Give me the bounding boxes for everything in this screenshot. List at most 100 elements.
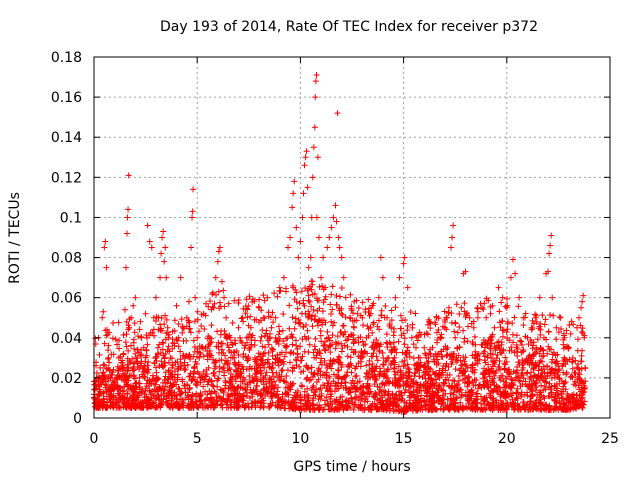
data-point — [410, 341, 417, 348]
data-point — [374, 406, 381, 413]
data-point — [391, 325, 398, 332]
data-point — [119, 365, 126, 372]
data-point — [483, 295, 490, 302]
data-point — [192, 358, 199, 365]
data-point — [544, 363, 551, 370]
data-point — [464, 338, 471, 345]
data-point — [190, 370, 197, 377]
data-point — [545, 268, 552, 275]
data-point — [287, 234, 294, 241]
data-point — [426, 383, 433, 390]
data-point — [296, 300, 303, 307]
data-point — [122, 339, 129, 346]
data-point — [120, 372, 127, 379]
data-point — [136, 365, 143, 372]
data-point — [239, 397, 246, 404]
data-point — [551, 349, 558, 356]
data-point — [377, 254, 384, 261]
data-point — [309, 174, 316, 181]
data-point — [537, 331, 544, 338]
data-point — [567, 399, 574, 406]
data-point — [206, 298, 213, 305]
data-point — [289, 398, 296, 405]
data-point — [536, 294, 543, 301]
data-point — [522, 406, 529, 413]
data-point — [367, 310, 374, 317]
data-point — [187, 329, 194, 336]
data-point — [285, 391, 292, 398]
data-point — [193, 380, 200, 387]
data-point — [402, 317, 409, 324]
data-point — [177, 390, 184, 397]
data-point — [389, 403, 396, 410]
data-point — [342, 379, 349, 386]
data-point — [408, 334, 415, 341]
data-point — [209, 382, 216, 389]
data-point — [182, 394, 189, 401]
data-point — [291, 365, 298, 372]
data-point — [161, 390, 168, 397]
data-point — [303, 336, 310, 343]
data-point — [282, 384, 289, 391]
data-point — [100, 390, 107, 397]
data-point — [154, 386, 161, 393]
data-point — [304, 385, 311, 392]
data-point — [316, 347, 323, 354]
data-point — [488, 340, 495, 347]
data-point — [226, 366, 233, 373]
data-point — [520, 375, 527, 382]
data-point — [499, 333, 506, 340]
data-point — [143, 331, 150, 338]
data-point — [338, 254, 345, 261]
data-point — [293, 289, 300, 296]
data-point — [337, 404, 344, 411]
data-point — [235, 383, 242, 390]
data-point — [328, 291, 335, 298]
data-point — [373, 405, 380, 412]
data-point — [110, 320, 117, 327]
data-point — [279, 327, 286, 334]
data-point — [196, 328, 203, 335]
data-point — [523, 355, 530, 362]
data-point — [443, 314, 450, 321]
data-point — [373, 336, 380, 343]
data-point — [303, 406, 310, 413]
data-point — [368, 405, 375, 412]
data-point — [260, 292, 267, 299]
data-point — [400, 362, 407, 369]
data-point — [228, 403, 235, 410]
data-point — [280, 337, 287, 344]
data-point — [305, 308, 312, 315]
data-point — [531, 402, 538, 409]
data-point — [499, 294, 506, 301]
data-point — [461, 358, 468, 365]
data-point — [294, 387, 301, 394]
data-point — [574, 376, 581, 383]
data-point — [449, 377, 456, 384]
data-point — [151, 399, 158, 406]
data-point — [338, 380, 345, 387]
data-point — [474, 308, 481, 315]
data-point — [272, 359, 279, 366]
data-point — [461, 335, 468, 342]
data-point — [452, 366, 459, 373]
data-point — [279, 366, 286, 373]
data-point — [401, 341, 408, 348]
data-point — [245, 355, 252, 362]
data-point — [400, 260, 407, 267]
data-point — [280, 274, 287, 281]
data-point — [422, 403, 429, 410]
data-point — [115, 319, 122, 326]
data-point — [548, 389, 555, 396]
data-point — [101, 340, 108, 347]
data-point — [186, 386, 193, 393]
data-point — [367, 374, 374, 381]
x-tick-label: 10 — [291, 431, 309, 447]
data-point — [207, 394, 214, 401]
data-point — [259, 343, 266, 350]
data-point — [514, 395, 521, 402]
data-point — [247, 324, 254, 331]
data-point — [177, 274, 184, 281]
data-point — [560, 380, 567, 387]
data-point — [347, 315, 354, 322]
